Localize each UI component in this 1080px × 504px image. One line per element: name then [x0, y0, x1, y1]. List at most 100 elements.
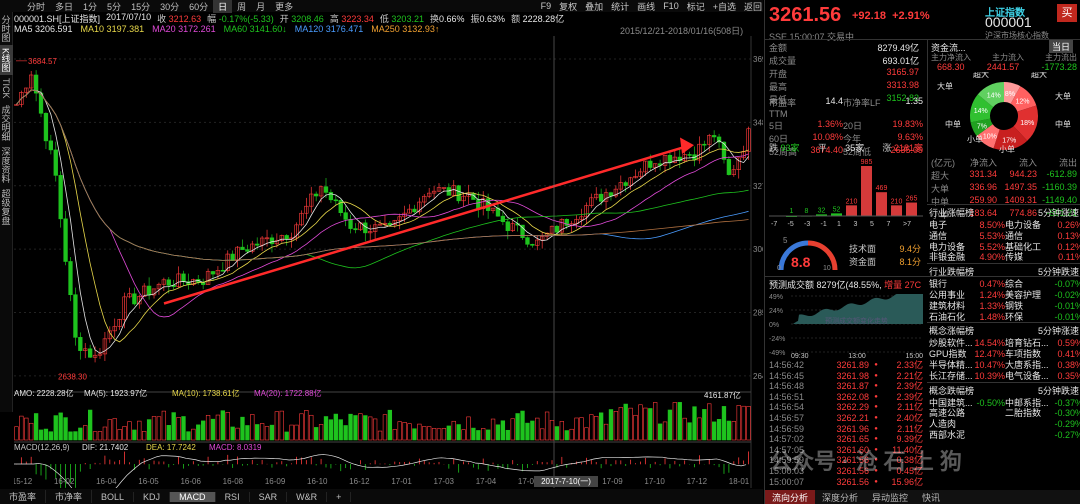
macd-bar: [536, 461, 538, 465]
sector-row[interactable]: 西部水泥 -0.27%: [927, 430, 1080, 441]
tick-row[interactable]: 14:57:05 3261.60 ● 11.40亿: [769, 445, 923, 456]
indicator-tab[interactable]: W&R: [287, 491, 328, 502]
volume-bar: [83, 425, 88, 441]
indicator-tab[interactable]: BOLL: [92, 491, 135, 502]
period-tab[interactable]: 月: [256, 1, 266, 12]
sector-row[interactable]: 非银金融 4.90%传媒 0.11%: [927, 252, 1080, 263]
range-label: 2015/12/21-2018/01/16(508日): [620, 26, 744, 36]
panel-tab[interactable]: 异动监控: [872, 493, 909, 503]
buy-button[interactable]: 买: [1057, 4, 1077, 22]
down-count: 93家: [780, 143, 800, 153]
left-tab[interactable]: 成交明细: [0, 104, 11, 141]
indicator-tab[interactable]: 市净率: [46, 490, 93, 503]
period-tab[interactable]: 30分: [160, 1, 180, 12]
macd-bar: [104, 455, 106, 465]
tick-row[interactable]: 14:56:54 3262.29 ● 2.11亿: [769, 402, 923, 413]
macd-bar: [188, 464, 189, 466]
volume-bar: [716, 419, 722, 441]
period-tab[interactable]: 5分: [107, 1, 122, 12]
period-tab[interactable]: 日: [213, 0, 233, 13]
macd-bar: [644, 458, 646, 465]
period-tab[interactable]: 多日: [55, 1, 74, 12]
chart-tool-button[interactable]: 统计: [611, 1, 630, 12]
chart-tool-button[interactable]: +自选: [712, 1, 736, 12]
flow-today-tab[interactable]: 当日: [1049, 40, 1074, 53]
macd-label: MACD(12,26,9): [14, 443, 70, 452]
period-tab[interactable]: 周: [237, 1, 247, 12]
chart-tool-button[interactable]: 标记: [686, 1, 705, 12]
indicator-tab[interactable]: +: [327, 491, 352, 502]
indicator-tab[interactable]: 市盈率: [0, 490, 47, 503]
dist-value: 210: [846, 198, 858, 205]
tick-row[interactable]: 14:57:02 3261.65 ● 9.39亿: [769, 434, 923, 445]
indicator-tab[interactable]: RSI: [216, 491, 250, 502]
code-label: 000001.SH[上证指数]: [14, 14, 101, 24]
chart-tool-button[interactable]: 叠加: [585, 1, 604, 12]
sector-row[interactable]: 石油石化 1.48%环保 -0.01%: [927, 312, 1080, 323]
ma5-label: MA5 3206.591: [14, 24, 73, 34]
left-tab[interactable]: K线图: [0, 45, 13, 76]
volume-bar: [274, 411, 280, 441]
period-tab[interactable]: 15分: [131, 1, 151, 12]
macd-bar: [109, 459, 111, 465]
period-tab[interactable]: 分时: [27, 1, 46, 12]
chart-tool-button[interactable]: 画线: [637, 1, 656, 12]
candle: [284, 235, 289, 240]
macd-bar: [124, 451, 125, 465]
sector-row[interactable]: 电力设备 5.52%基础化工 0.12%: [927, 242, 1080, 253]
tick-row[interactable]: 14:56:48 3261.87 ● 2.39亿: [769, 381, 923, 392]
volume-bar: [156, 416, 162, 441]
tick-row[interactable]: 14:56:45 3261.98 ● 2.21亿: [769, 371, 923, 382]
candle: [417, 201, 422, 213]
tick-row[interactable]: 14:56:51 3262.08 ● 2.39亿: [769, 392, 923, 403]
tick-row[interactable]: 15:00:07 3261.56 ● 15.96亿: [769, 477, 923, 488]
chart-tool-button[interactable]: F9: [540, 1, 552, 11]
left-tab[interactable]: TICK: [1, 78, 11, 99]
sector-cell: 综合: [1005, 279, 1024, 290]
tick-row[interactable]: 15:00:03 3261.56 ● 0.45亿: [769, 466, 923, 477]
tick-list[interactable]: 14:56:42 3261.89 ● 2.33亿 14:56:45 3261.98 ● 2.2…: [769, 360, 923, 487]
kline-chart[interactable]: 3690 3480 3270 3060 2850 2640 3684.57 2638.30 AM…: [14, 36, 763, 488]
candle: [102, 338, 108, 355]
indicator-tab[interactable]: SAR: [250, 491, 288, 502]
chart-tool-button[interactable]: 返回: [743, 1, 762, 12]
tick-row[interactable]: 14:56:57 3262.21 ● 2.40亿: [769, 413, 923, 424]
x-tick-label: 17-09: [602, 477, 623, 486]
sector-row[interactable]: 银行 0.47%综合 -0.07%: [927, 279, 1080, 290]
indicator-tab[interactable]: KDJ: [134, 491, 171, 502]
left-tab[interactable]: 超级复盘: [0, 188, 11, 225]
indicator-tab[interactable]: MACD: [170, 491, 216, 502]
sector-row[interactable]: GPU指数 12.47%车项指数 0.41%: [927, 349, 1080, 360]
left-tab[interactable]: 分时图: [0, 15, 11, 42]
sector-row[interactable]: 炒股软件...14.54%培育钻石... 0.59%: [927, 338, 1080, 349]
tick-row[interactable]: 14:56:59 3261.96 ● 2.11亿: [769, 424, 923, 435]
panel-tab[interactable]: 快讯: [922, 493, 941, 503]
panel-tab[interactable]: 流向分析: [765, 490, 816, 504]
tick-price: 3262.08: [836, 391, 869, 402]
ma20-label: MA20 3172.261: [152, 24, 216, 34]
tick-row[interactable]: 14:59:59 3261.56 ● 0.38亿: [769, 455, 923, 466]
date-label: 2017/07/10: [106, 12, 152, 22]
price-change: +92.18: [852, 10, 886, 22]
chart-tool-button[interactable]: F10: [663, 1, 679, 11]
period-tab[interactable]: 1分: [83, 1, 98, 12]
sector-row[interactable]: 长江存储...10.39%电气设备... 0.35%: [927, 371, 1080, 382]
sector-row[interactable]: 建筑材料 1.33%钢铁 -0.01%: [927, 301, 1080, 312]
sector-cell: 电气设备...: [1005, 370, 1049, 381]
sector-row[interactable]: 电子 8.50%电力设备 0.26%: [927, 220, 1080, 231]
tick-time: 14:56:51: [769, 391, 805, 402]
sector-row[interactable]: 通信5.53%通信0.13%: [927, 231, 1080, 242]
sector-row[interactable]: 中国建筑...-0.50%中邮系指... -0.37%: [927, 398, 1080, 409]
left-tab[interactable]: 深度资料: [0, 146, 11, 183]
sector-row[interactable]: 公用事业 1.24%美容护理 -0.02%: [927, 290, 1080, 301]
macd-bar: [35, 464, 37, 475]
sector-row[interactable]: 半导体精...10.47%大唐系指... 0.38%: [927, 360, 1080, 371]
sector-row[interactable]: 高速公路 二胎指数 -0.30%: [927, 408, 1080, 419]
period-tab[interactable]: 60分: [189, 1, 209, 12]
panel-tab[interactable]: 深度分析: [822, 493, 859, 503]
chart-tool-button[interactable]: 复权: [559, 1, 578, 12]
sector-row[interactable]: 人造肉 -0.29%: [927, 419, 1080, 430]
tick-row[interactable]: 14:56:42 3261.89 ● 2.33亿: [769, 360, 923, 371]
period-tab[interactable]: 更多: [275, 1, 294, 12]
volume-bar: [73, 431, 78, 441]
